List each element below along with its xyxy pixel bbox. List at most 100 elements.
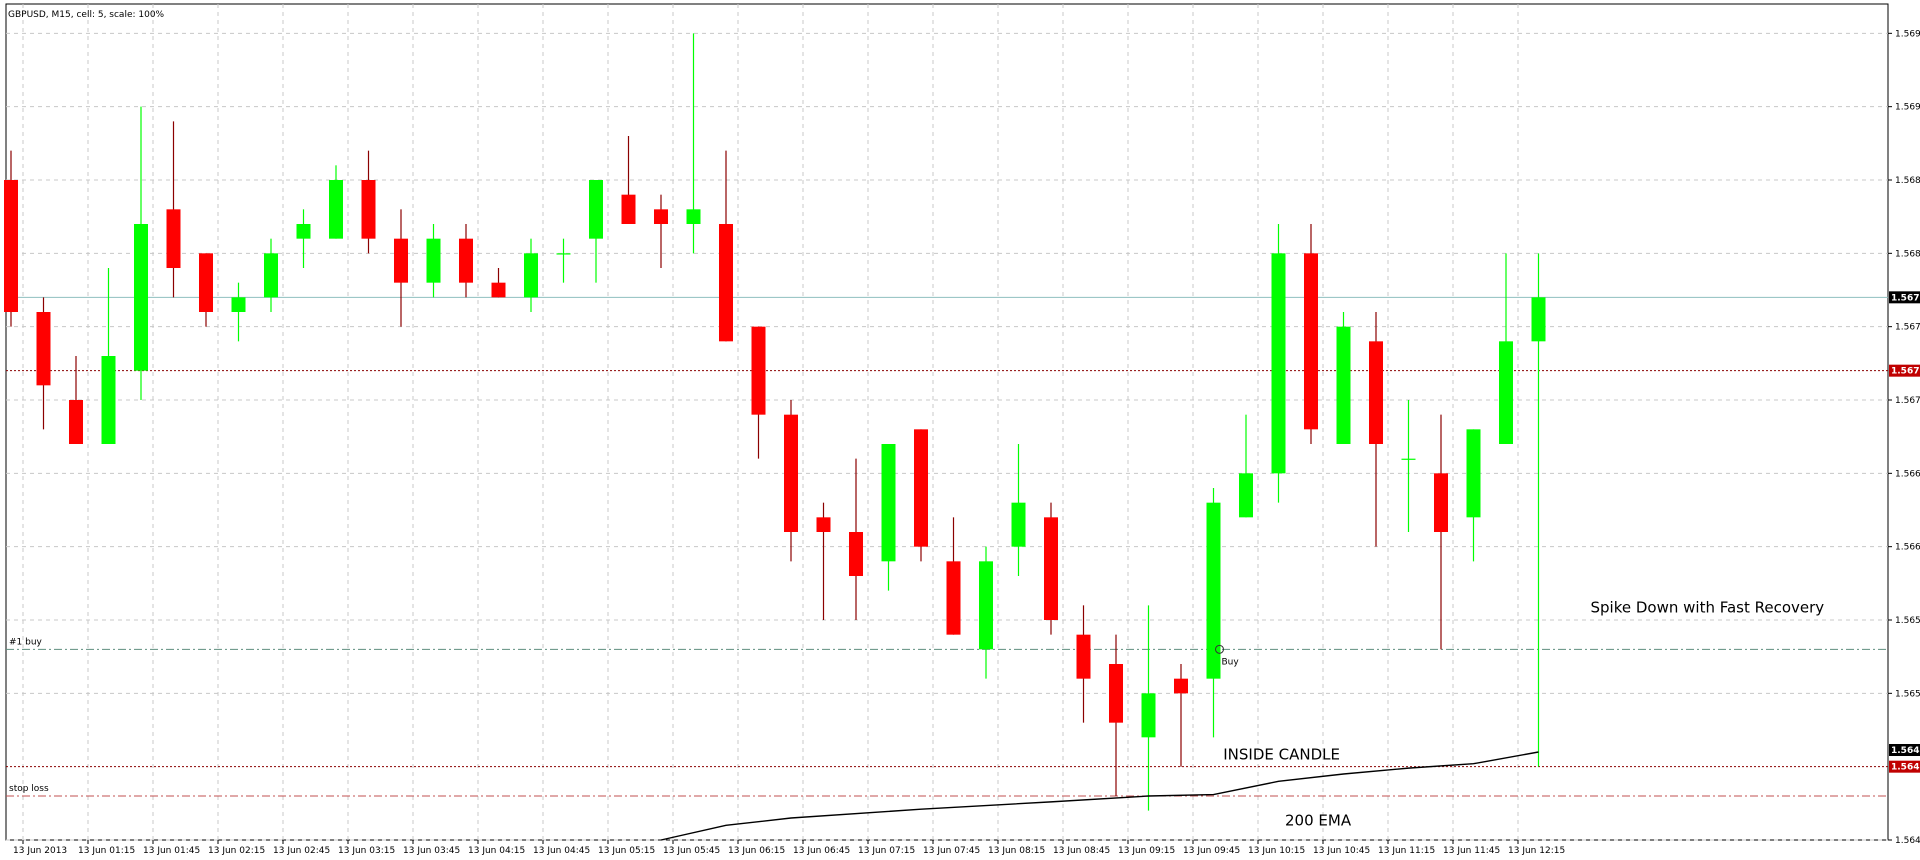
x-tick-label: 13 Jun 08:45 [1053, 846, 1110, 856]
candle-body [1109, 664, 1123, 723]
price-tag-text-sell: 1.5645 [1891, 763, 1920, 773]
y-tick-label: 1.5655 [1895, 616, 1920, 626]
annotation-text: 200 EMA [1285, 811, 1352, 829]
x-tick-label: 13 Jun 09:45 [1183, 846, 1240, 856]
candle-body [1304, 253, 1318, 430]
x-tick-label: 13 Jun 10:15 [1248, 846, 1305, 856]
candle-body [589, 180, 603, 239]
x-tick-label: 13 Jun 01:45 [143, 846, 200, 856]
x-tick-label: 13 Jun 08:15 [988, 846, 1045, 856]
price-tag-text-bid: 1.5677 [1891, 293, 1920, 303]
x-tick-label: 13 Jun 02:45 [273, 846, 330, 856]
candle-body [914, 429, 928, 547]
y-tick-label: 1.5690 [1895, 103, 1920, 113]
candle-body [784, 414, 798, 532]
candle-body [1174, 678, 1188, 694]
candle-body [719, 224, 733, 342]
candle-body [1401, 458, 1416, 460]
annotation-text: Spike Down with Fast Recovery [1591, 599, 1825, 617]
price-tag-ema [1889, 744, 1920, 756]
x-tick-label: 13 Jun 06:45 [793, 846, 850, 856]
level-label-order: #1 buy [9, 637, 43, 647]
candle-body [231, 297, 246, 312]
ema-200-line [660, 751, 1539, 841]
candle-body [1434, 473, 1448, 532]
buy-marker-label: Buy [1222, 657, 1240, 667]
grid [5, 3, 1889, 841]
y-tick-label: 1.5640 [1895, 836, 1920, 846]
plot-frame [5, 3, 1889, 841]
candle-body [329, 180, 343, 239]
x-tick-label: 13 Jun 2013 [13, 846, 67, 856]
y-tick-label: 1.5670 [1895, 396, 1920, 406]
candle-body [849, 532, 863, 576]
x-tick-label: 13 Jun 03:15 [338, 846, 395, 856]
candle-body [1239, 473, 1253, 518]
candle-body [36, 312, 51, 386]
x-tick-label: 13 Jun 10:45 [1313, 846, 1370, 856]
y-tick-label: 1.5695 [1895, 29, 1920, 39]
y-tick-label: 1.5685 [1895, 176, 1920, 186]
candle-body [751, 326, 766, 415]
candle-body [1141, 693, 1156, 738]
candle-body [459, 238, 473, 283]
price-tag-text-sell: 1.5672 [1891, 367, 1920, 377]
candle-body [69, 400, 83, 444]
candle-body [1076, 634, 1091, 679]
x-tick-label: 13 Jun 04:45 [533, 846, 590, 856]
candle-body [1499, 341, 1513, 444]
y-tick-label: 1.5675 [1895, 323, 1920, 333]
x-tick-label: 13 Jun 11:15 [1378, 846, 1435, 856]
x-tick-label: 13 Jun 05:45 [663, 846, 720, 856]
axes: 1.5695 1.5690 1.5685 1.5680 1.5675 1.5670 1.56… [13, 29, 1920, 856]
candle-body [101, 356, 116, 444]
candle-body [556, 253, 571, 255]
candle-body [426, 238, 441, 283]
candle-body [296, 224, 311, 239]
annotations: Buy Spike Down with Fast Recovery INSIDE C… [1215, 599, 1825, 829]
y-tick-label: 1.5665 [1895, 469, 1920, 479]
candle-body [654, 209, 668, 224]
x-tick-label: 13 Jun 06:15 [728, 846, 785, 856]
x-tick-label: 13 Jun 05:15 [598, 846, 655, 856]
price-tag-sell [1889, 364, 1920, 377]
candle-body [1531, 297, 1546, 342]
price-tag-bid [1889, 291, 1920, 304]
annotation-text: INSIDE CANDLE [1223, 745, 1340, 763]
candle-body [199, 253, 213, 312]
candle-body [1466, 429, 1481, 518]
price-tag-text-ema: 1.5646 [1891, 746, 1920, 756]
candle-body [361, 180, 376, 239]
candles [4, 33, 1546, 811]
chart-title: GBPUSD, M15, cell: 5, scale: 100% [8, 10, 165, 20]
candle-body [1336, 326, 1351, 444]
y-tick-label: 1.5650 [1895, 689, 1920, 699]
candle-body [394, 238, 408, 283]
candle-body [4, 180, 18, 312]
buy-marker-icon [1215, 644, 1224, 654]
candle-body [686, 209, 701, 224]
candle-body [946, 561, 961, 635]
candle-body [979, 561, 993, 650]
x-tick-label: 13 Jun 11:45 [1443, 846, 1500, 856]
price-tag-sell [1889, 760, 1920, 773]
candle-body [264, 253, 278, 298]
x-tick-label: 13 Jun 07:15 [858, 846, 915, 856]
candle-body [621, 194, 636, 224]
x-tick-label: 13 Jun 02:15 [208, 846, 265, 856]
candle-body [1044, 517, 1058, 620]
level-label-stop: stop loss [9, 784, 49, 794]
price-levels: #1 buy stop loss [6, 296, 1888, 797]
x-tick-label: 13 Jun 01:15 [78, 846, 135, 856]
candle-body [491, 282, 506, 298]
y-tick-label: 1.5660 [1895, 543, 1920, 553]
x-tick-label: 13 Jun 09:15 [1118, 846, 1175, 856]
x-tick-label: 13 Jun 03:45 [403, 846, 460, 856]
candle-body [1369, 341, 1383, 444]
candle-body [166, 209, 181, 268]
candle-body [1271, 253, 1286, 474]
x-tick-label: 13 Jun 07:45 [923, 846, 980, 856]
candle-body [816, 517, 831, 532]
